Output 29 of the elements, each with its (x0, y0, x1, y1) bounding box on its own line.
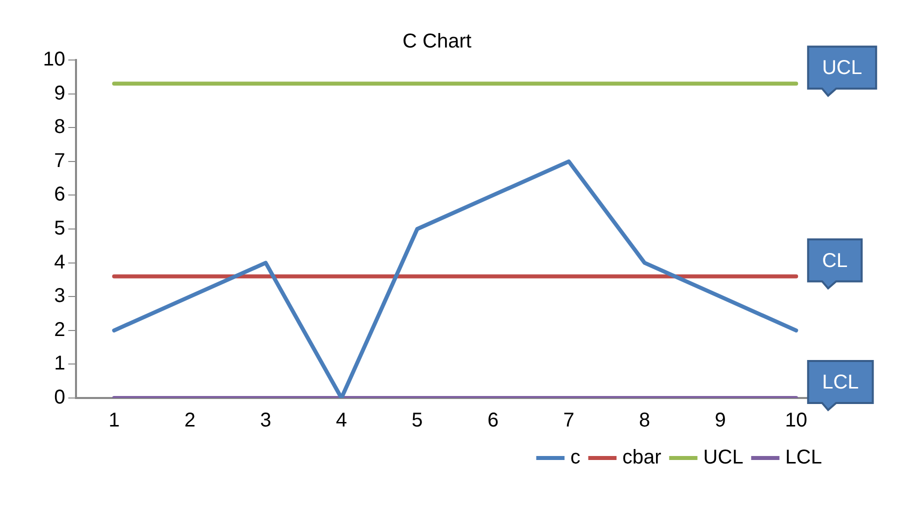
x-tick-label: 3 (260, 410, 272, 432)
y-tick-label: 1 (54, 352, 66, 375)
legend-label: c (570, 446, 580, 469)
x-tick-label: 8 (639, 410, 650, 432)
y-tick-label: 7 (54, 150, 66, 172)
annotation: UCL (822, 57, 862, 80)
y-tick-label: 8 (54, 116, 66, 138)
annotation: CL (822, 250, 848, 272)
chart-title: C Chart (402, 30, 472, 53)
x-tick-label: 5 (412, 410, 423, 432)
y-tick-label: 6 (54, 184, 66, 206)
legend-label: LCL (785, 446, 822, 469)
y-tick-label: 3 (54, 285, 66, 308)
x-tick-label: 4 (336, 410, 348, 432)
legend-label: UCL (703, 446, 744, 469)
y-tick-label: 2 (54, 318, 66, 341)
y-tick-label: 4 (54, 251, 66, 274)
y-tick-label: 9 (54, 82, 66, 104)
x-tick-label: 7 (563, 410, 574, 432)
legend-label: cbar (622, 446, 662, 469)
x-tick-label: 6 (487, 410, 499, 432)
y-tick-label: 10 (42, 48, 66, 71)
x-tick-label: 2 (184, 410, 196, 432)
annotation: LCL (822, 372, 859, 394)
y-tick-label: 5 (54, 218, 66, 240)
y-tick-label: 0 (54, 386, 66, 409)
x-tick-label: 9 (714, 410, 726, 432)
x-tick-label: 1 (108, 410, 120, 432)
x-tick-label: 10 (784, 410, 808, 432)
